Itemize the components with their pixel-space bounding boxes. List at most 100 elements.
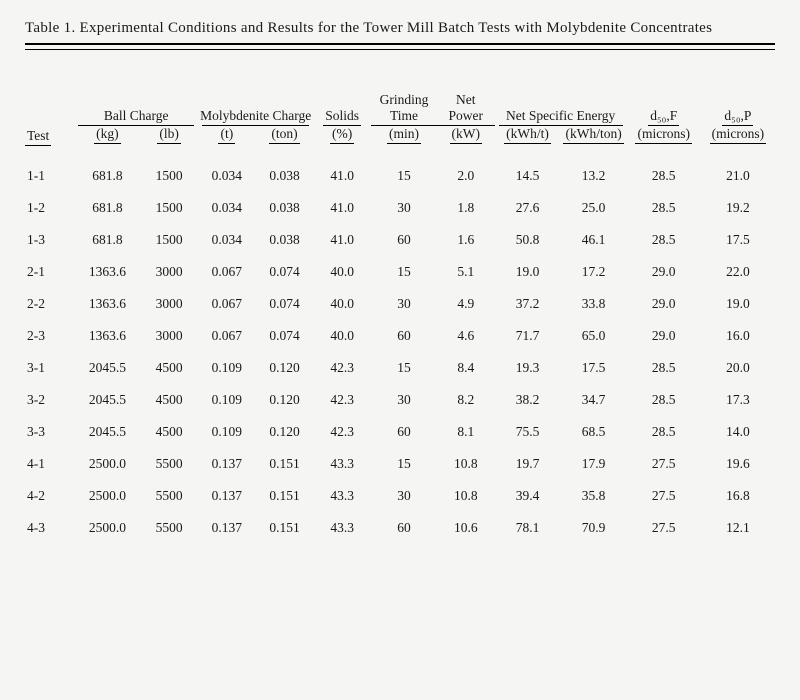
cell-t: 0.137	[198, 448, 256, 480]
cell-kwhton: 46.1	[561, 224, 627, 256]
cell-t: 0.067	[198, 320, 256, 352]
cell-kg: 2045.5	[74, 416, 140, 448]
cell-test: 3-2	[25, 384, 74, 416]
hdr-solids: Solids	[313, 92, 371, 126]
cell-kg: 681.8	[74, 146, 140, 192]
cell-kg: 2500.0	[74, 480, 140, 512]
cell-d50f: 29.0	[627, 256, 701, 288]
cell-ton: 0.074	[256, 288, 314, 320]
data-table: Test Ball Charge Molybdenite Charge Soli…	[25, 92, 775, 544]
table-row: 2-31363.630000.0670.07440.0604.671.765.0…	[25, 320, 775, 352]
cell-d50f: 29.0	[627, 288, 701, 320]
cell-t: 0.034	[198, 146, 256, 192]
cell-test: 1-1	[25, 146, 74, 192]
cell-kwhton: 34.7	[561, 384, 627, 416]
cell-d50p: 17.5	[701, 224, 775, 256]
cell-test: 3-3	[25, 416, 74, 448]
cell-lb: 3000	[140, 288, 198, 320]
cell-d50p: 21.0	[701, 146, 775, 192]
cell-d50p: 14.0	[701, 416, 775, 448]
cell-d50f: 28.5	[627, 416, 701, 448]
cell-kwht: 19.7	[495, 448, 561, 480]
hdr-d50p-u: (microns)	[701, 126, 775, 146]
cell-time: 15	[371, 146, 437, 192]
hdr-pow-u: (kW)	[437, 126, 495, 146]
cell-t: 0.109	[198, 384, 256, 416]
cell-lb: 4500	[140, 384, 198, 416]
cell-t: 0.034	[198, 192, 256, 224]
cell-test: 2-2	[25, 288, 74, 320]
cell-ton: 0.120	[256, 352, 314, 384]
cell-time: 15	[371, 448, 437, 480]
cell-solids: 41.0	[313, 146, 371, 192]
cell-lb: 5500	[140, 512, 198, 544]
cell-pow: 10.6	[437, 512, 495, 544]
cell-time: 30	[371, 192, 437, 224]
cell-kwht: 78.1	[495, 512, 561, 544]
cell-lb: 5500	[140, 448, 198, 480]
cell-ton: 0.038	[256, 224, 314, 256]
cell-ton: 0.074	[256, 256, 314, 288]
cell-t: 0.137	[198, 480, 256, 512]
cell-lb: 3000	[140, 256, 198, 288]
table-row: 2-11363.630000.0670.07440.0155.119.017.2…	[25, 256, 775, 288]
hdr-netpower: Net Power	[437, 92, 495, 126]
cell-ton: 0.074	[256, 320, 314, 352]
cell-ton: 0.120	[256, 416, 314, 448]
header-row-2: (kg) (lb) (t) (ton) (%) (min) (kW) (kWh/…	[25, 126, 775, 146]
hdr-kwht: (kWh/t)	[495, 126, 561, 146]
cell-kwhton: 68.5	[561, 416, 627, 448]
cell-d50p: 12.1	[701, 512, 775, 544]
cell-d50p: 16.8	[701, 480, 775, 512]
cell-kg: 1363.6	[74, 320, 140, 352]
cell-kg: 2500.0	[74, 448, 140, 480]
cell-kwht: 19.3	[495, 352, 561, 384]
hdr-grind-u: (min)	[371, 126, 437, 146]
cell-d50p: 19.6	[701, 448, 775, 480]
table-row: 4-32500.055000.1370.15143.36010.678.170.…	[25, 512, 775, 544]
table-row: 3-22045.545000.1090.12042.3308.238.234.7…	[25, 384, 775, 416]
cell-test: 2-1	[25, 256, 74, 288]
cell-d50f: 28.5	[627, 384, 701, 416]
table-caption: Table 1. Experimental Conditions and Res…	[25, 20, 775, 37]
cell-lb: 4500	[140, 352, 198, 384]
cell-pow: 4.9	[437, 288, 495, 320]
cell-time: 60	[371, 416, 437, 448]
hdr-d50f: d₅₀,F	[627, 92, 701, 126]
table-row: 3-32045.545000.1090.12042.3608.175.568.5…	[25, 416, 775, 448]
cell-time: 30	[371, 384, 437, 416]
cell-pow: 4.6	[437, 320, 495, 352]
cell-pow: 2.0	[437, 146, 495, 192]
cell-kwhton: 17.9	[561, 448, 627, 480]
cell-time: 15	[371, 352, 437, 384]
cell-kwhton: 33.8	[561, 288, 627, 320]
cell-kg: 681.8	[74, 192, 140, 224]
cell-lb: 1500	[140, 224, 198, 256]
cell-d50p: 20.0	[701, 352, 775, 384]
cell-solids: 42.3	[313, 416, 371, 448]
cell-test: 4-2	[25, 480, 74, 512]
cell-pow: 8.2	[437, 384, 495, 416]
cell-kwht: 39.4	[495, 480, 561, 512]
cell-d50f: 28.5	[627, 224, 701, 256]
cell-lb: 4500	[140, 416, 198, 448]
cell-kwhton: 17.2	[561, 256, 627, 288]
top-rule-thick	[25, 43, 775, 45]
cell-d50f: 28.5	[627, 192, 701, 224]
hdr-test: Test	[25, 92, 74, 146]
cell-ton: 0.151	[256, 480, 314, 512]
cell-pow: 10.8	[437, 480, 495, 512]
cell-d50p: 16.0	[701, 320, 775, 352]
cell-kwhton: 70.9	[561, 512, 627, 544]
cell-kg: 2500.0	[74, 512, 140, 544]
cell-kwht: 37.2	[495, 288, 561, 320]
cell-ton: 0.151	[256, 448, 314, 480]
cell-test: 4-1	[25, 448, 74, 480]
cell-test: 3-1	[25, 352, 74, 384]
cell-solids: 41.0	[313, 192, 371, 224]
table-body: 1-1681.815000.0340.03841.0152.014.513.22…	[25, 146, 775, 544]
cell-t: 0.067	[198, 256, 256, 288]
cell-test: 4-3	[25, 512, 74, 544]
hdr-moly-charge: Molybdenite Charge	[198, 92, 313, 126]
cell-kwht: 38.2	[495, 384, 561, 416]
